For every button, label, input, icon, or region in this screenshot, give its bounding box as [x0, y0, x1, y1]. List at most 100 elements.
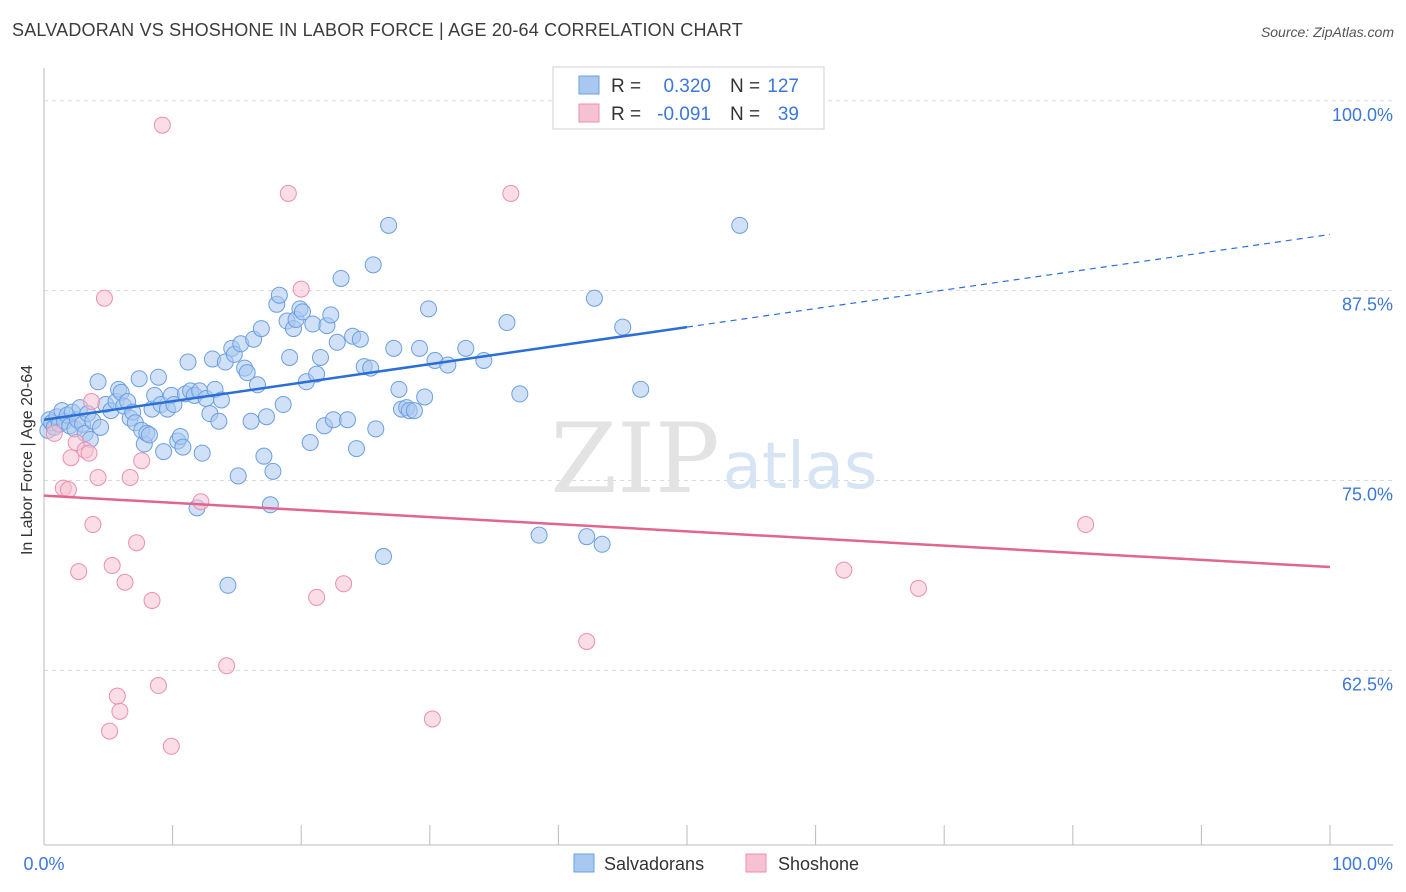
salvadoran-point [281, 348, 299, 366]
shoshone-point [84, 516, 102, 534]
watermark-atlas: atlas [723, 430, 878, 504]
watermark: ZIP atlas [550, 403, 877, 515]
shoshone-point [335, 575, 353, 593]
source-credit: Source: ZipAtlas.com [1260, 24, 1394, 40]
shoshone-point [308, 588, 326, 606]
salvadoran-point [632, 380, 650, 398]
shoshone-point [89, 468, 107, 486]
y-tick-label: 75.0% [1342, 484, 1393, 504]
shoshone-point [70, 563, 88, 581]
legend-n-value-2: 39 [778, 104, 799, 125]
shoshone-point [218, 657, 236, 675]
salvadoran-point [155, 443, 173, 461]
legend-n-label-1: N = [730, 76, 760, 97]
grid-layer [44, 100, 1393, 671]
shoshone-point [162, 737, 180, 755]
salvadoran-point [457, 339, 475, 357]
salvadoran-point [174, 438, 192, 456]
salvadoran-point [578, 528, 596, 546]
salvadoran-point [301, 434, 319, 452]
salvadoran-point [264, 462, 282, 480]
salvadoran-point [140, 426, 158, 444]
y-tick-label: 100.0% [1332, 105, 1393, 125]
salvadoran-point [229, 467, 247, 485]
x-tick-label: 100.0% [1332, 854, 1393, 874]
salvadoran-point [375, 547, 393, 565]
salvadoran-point [238, 364, 256, 382]
salvadoran-point [385, 339, 403, 357]
shoshone-point [143, 591, 161, 609]
salvadoran-point [593, 535, 611, 553]
salvadoran-point [498, 314, 516, 332]
legend-n-value-1: 127 [767, 76, 799, 97]
axis-layer [43, 68, 1393, 846]
salvadoran-point [364, 256, 382, 274]
salvadoran-point [149, 368, 167, 386]
salvadoran-point [614, 318, 632, 336]
shoshone-point [423, 710, 441, 728]
legend-label-salvadorans: Salvadorans [604, 854, 704, 874]
salvadoran-point [731, 216, 749, 234]
stats-legend: R = 0.320 N = 127 R = -0.091 N = 39 [552, 66, 825, 130]
y-tick-label: 62.5% [1342, 674, 1393, 694]
salvadoran-point [416, 388, 434, 406]
salvadoran-point [257, 408, 275, 426]
salvadoran-point [255, 447, 273, 465]
salvadoran-point [89, 373, 107, 391]
shoshone-point [133, 452, 151, 470]
shoshone-point [111, 702, 129, 720]
salvadoran-point [420, 300, 438, 318]
legend-r-label-1: R = [611, 76, 641, 97]
shoshone-point [116, 573, 134, 591]
legend-n-label-2: N = [730, 104, 760, 125]
shoshone-point [83, 393, 101, 411]
salvadoran-point [390, 380, 408, 398]
salvadoran-point [530, 526, 548, 544]
shoshone-point [153, 116, 171, 134]
salvadoran-trend-line [43, 325, 688, 421]
salvadoran-point [252, 320, 270, 338]
shoshone-trend-line [43, 494, 1331, 569]
legend-label-shoshone: Shoshone [778, 854, 859, 874]
shoshone-point [103, 557, 121, 575]
y-tick-label: 87.5% [1342, 295, 1393, 315]
legend-swatch-blue [578, 75, 600, 95]
salvadoran-point [332, 269, 350, 287]
legend-r-value-1: 0.320 [663, 76, 711, 97]
shoshone-point [80, 444, 98, 462]
salvadoran-trend-extension [686, 233, 1331, 328]
salvadoran-point [405, 402, 423, 420]
salvadoran-point [130, 370, 148, 388]
trend-layer [43, 233, 1331, 569]
salvadoran-point [439, 356, 457, 374]
x-tick-label: 0.0% [23, 854, 64, 874]
salvadoran-point [347, 440, 365, 458]
salvadoran-point [179, 353, 197, 371]
salvadoran-point [585, 289, 603, 307]
legend-r-label-2: R = [611, 104, 641, 125]
legend-swatch-shoshone [745, 853, 767, 873]
legend-r-value-2: -0.091 [657, 104, 711, 125]
salvadoran-point [324, 411, 342, 429]
salvadoran-point [261, 496, 279, 514]
watermark-zip: ZIP [550, 403, 719, 515]
shoshone-point [149, 677, 167, 695]
salvadoran-point [270, 286, 288, 304]
legend-swatch-salvadorans [573, 853, 595, 873]
shoshone-point [59, 481, 77, 499]
shoshone-point [909, 579, 927, 597]
shoshone-point [128, 534, 146, 552]
salvadoran-point [210, 412, 228, 430]
salvadoran-point [511, 385, 529, 403]
salvadoran-point [304, 315, 322, 333]
shoshone-point [62, 449, 80, 467]
salvadoran-point [193, 444, 211, 462]
shoshone-point [95, 289, 113, 307]
salvadoran-point [274, 396, 292, 414]
shoshone-point [121, 468, 139, 486]
shoshone-point [108, 687, 126, 705]
salvadoran-point [219, 576, 237, 594]
tick-labels: 62.5% 75.0% 87.5% 100.0% 0.0% 100.0% [23, 105, 1393, 874]
shoshone-point [502, 184, 520, 202]
salvadoran-point [308, 365, 326, 383]
